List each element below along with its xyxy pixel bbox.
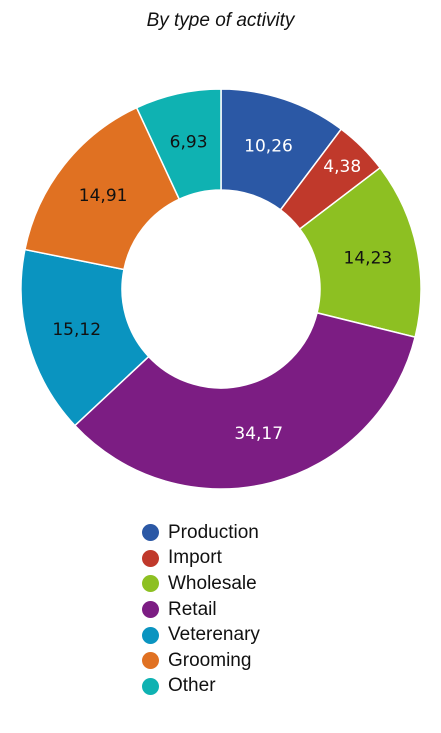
legend-swatch-icon xyxy=(142,549,159,567)
donut-chart: 10,26 4,38 14,23 34,17 15,12 14,91 6,93 xyxy=(20,88,422,490)
slice-retail xyxy=(73,311,417,490)
legend-item-grooming: Grooming xyxy=(142,648,260,674)
legend-item-import: Import xyxy=(142,546,260,572)
slice-label-production: 10,26 xyxy=(244,137,293,157)
legend-swatch-icon xyxy=(142,652,159,670)
chart-legend: Production Import Wholesale Retail Veterenar… xyxy=(142,520,260,699)
slice-label-other: 6,93 xyxy=(170,133,208,153)
legend-label: Import xyxy=(168,547,222,569)
legend-label: Grooming xyxy=(168,649,252,671)
legend-label: Other xyxy=(168,675,216,697)
legend-item-production: Production xyxy=(142,520,260,546)
slice-label-import: 4,38 xyxy=(323,157,361,177)
legend-label: Veterenary xyxy=(168,624,260,646)
legend-item-veterenary: Veterenary xyxy=(142,622,260,648)
legend-swatch-icon xyxy=(142,524,159,542)
slice-other xyxy=(135,88,222,201)
legend-label: Wholesale xyxy=(168,572,257,594)
slice-wholesale xyxy=(298,166,422,339)
legend-item-retail: Retail xyxy=(142,597,260,623)
legend-label: Retail xyxy=(168,598,217,620)
slice-label-wholesale: 14,23 xyxy=(344,249,393,269)
slice-label-veterenary: 15,12 xyxy=(52,320,101,340)
legend-swatch-icon xyxy=(142,677,159,695)
legend-item-wholesale: Wholesale xyxy=(142,571,260,597)
legend-swatch-icon xyxy=(142,626,159,644)
legend-item-other: Other xyxy=(142,674,260,700)
legend-swatch-icon xyxy=(142,601,159,619)
slice-label-retail: 34,17 xyxy=(234,424,283,444)
slice-label-grooming: 14,91 xyxy=(79,186,128,206)
chart-title: By type of activity xyxy=(146,10,295,31)
legend-label: Production xyxy=(168,521,259,543)
slice-veterenary xyxy=(20,248,150,427)
legend-swatch-icon xyxy=(142,575,159,593)
